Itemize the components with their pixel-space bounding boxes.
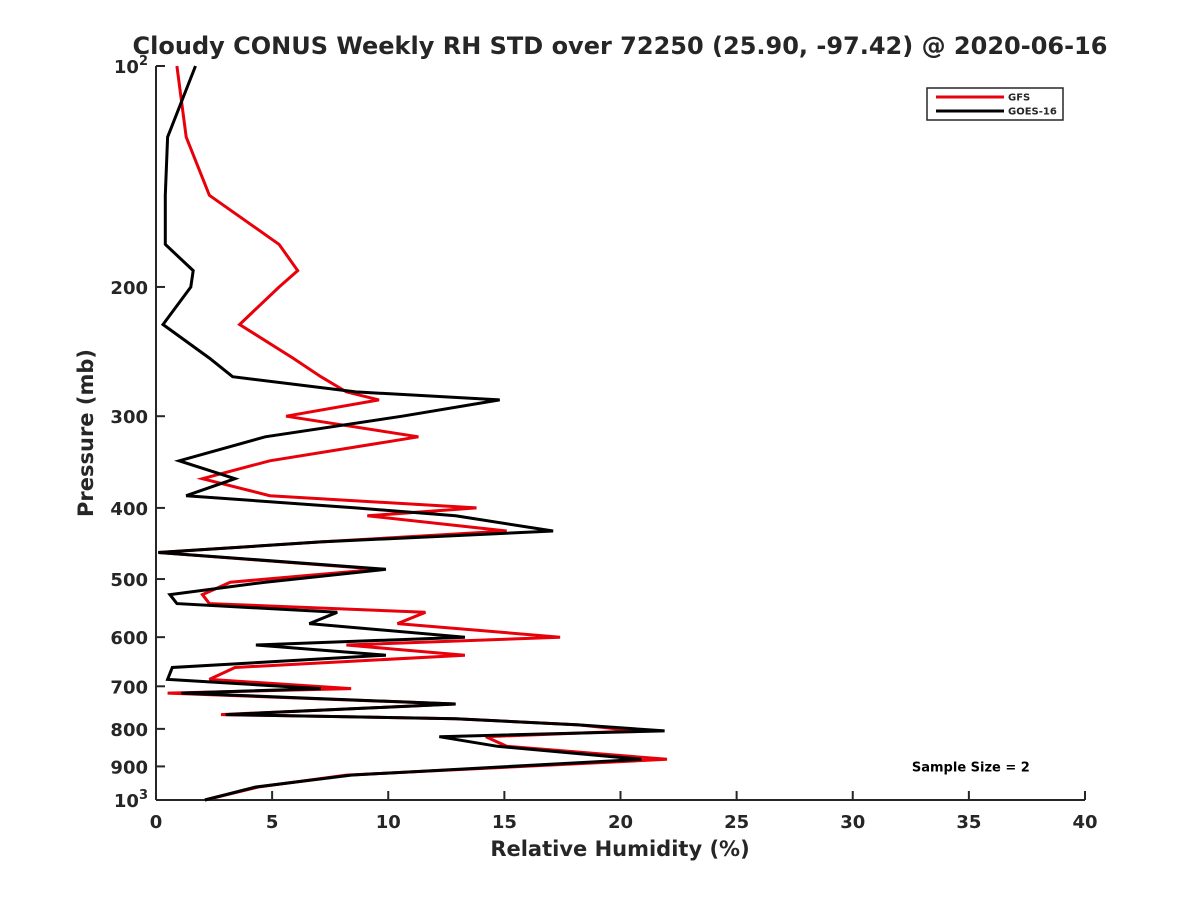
y-tick-label: 800	[110, 720, 148, 741]
x-tick-label: 20	[608, 812, 633, 833]
annotation-layer: Sample Size = 2	[912, 760, 1030, 775]
series-layer	[158, 65, 668, 802]
x-tick-label: 10	[376, 812, 401, 833]
legend-box	[926, 87, 1064, 121]
y-tick-label: 700	[110, 677, 148, 698]
y-tick-label: 200	[110, 278, 148, 299]
chart-title: Cloudy CONUS Weekly RH STD over 72250 (2…	[133, 32, 1108, 60]
legend-entry-label: GOES-16	[1008, 107, 1057, 118]
legend-entry-label: GFS	[1008, 93, 1030, 104]
plot-axes: 0 5 10 15 20 25 30 35 40 102 200 300 400 500 600 700 800…	[110, 54, 1097, 833]
x-tick-label: 40	[1072, 812, 1097, 833]
x-tick-label: 0	[150, 812, 163, 833]
sample-size-annotation: Sample Size = 2	[912, 760, 1030, 775]
y-tick-label: 900	[110, 757, 148, 778]
x-tick-label: 15	[492, 812, 517, 833]
series-line-goes-16	[158, 65, 665, 802]
x-tick-label: 35	[956, 812, 981, 833]
y-tick-label: 102	[114, 54, 148, 78]
y-tick-label: 500	[110, 570, 148, 591]
y-tick-label: 300	[110, 407, 148, 428]
legend: GFS GOES-16	[926, 87, 1064, 121]
x-axis-label: Relative Humidity (%)	[490, 837, 749, 861]
x-tick-label: 30	[840, 812, 865, 833]
x-tick-label: 25	[724, 812, 749, 833]
y-tick-label: 103	[114, 788, 148, 812]
y-tick-label: 400	[110, 499, 148, 520]
x-tick-label: 5	[266, 812, 279, 833]
y-axis-label: Pressure (mb)	[74, 349, 98, 517]
y-tick-label: 600	[110, 628, 148, 649]
